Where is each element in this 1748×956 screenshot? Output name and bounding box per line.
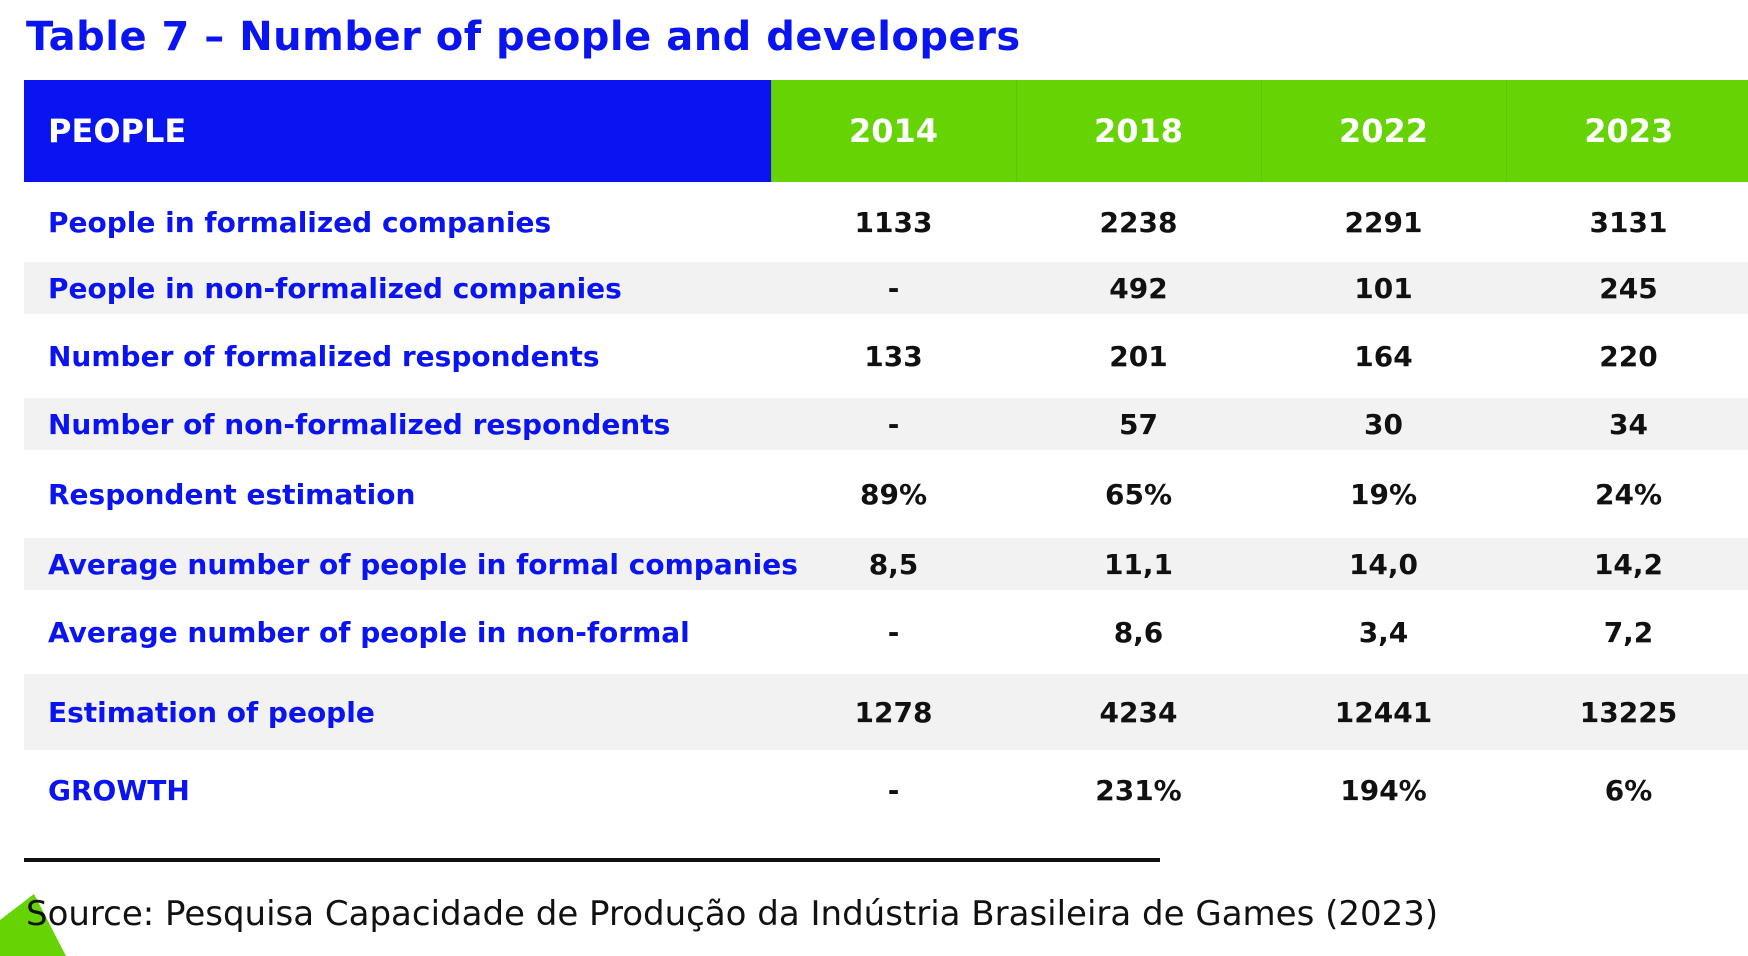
row-label: People in formalized companies [24,182,771,262]
table-row: Number of formalized respondents 133 201… [24,314,1748,398]
cell-value: 12441 [1261,674,1506,750]
cell-value: 4234 [1016,674,1261,750]
cell-value: 30 [1261,398,1506,450]
cell-value: 220 [1506,314,1748,398]
cell-value: 8,6 [1016,590,1261,674]
cell-value: 194% [1261,750,1506,830]
cell-value: 24% [1506,450,1748,538]
cell-value: 13225 [1506,674,1748,750]
cell-value: 65% [1016,450,1261,538]
cell-value: 2238 [1016,182,1261,262]
header-people: PEOPLE [24,80,771,182]
table-row: Respondent estimation 89% 65% 19% 24% [24,450,1748,538]
row-label: People in non-formalized companies [24,262,771,314]
cell-value: 6% [1506,750,1748,830]
table-row: Average number of people in formal compa… [24,538,1748,590]
table-row: Number of non-formalized respondents - 5… [24,398,1748,450]
cell-value: 34 [1506,398,1748,450]
cell-value: - [771,262,1016,314]
cell-value: 3131 [1506,182,1748,262]
green-corner-decoration [0,894,66,956]
cell-value: 133 [771,314,1016,398]
cell-value: - [771,750,1016,830]
cell-value: 14,0 [1261,538,1506,590]
row-label: Number of formalized respondents [24,314,771,398]
table-row: People in formalized companies 1133 2238… [24,182,1748,262]
header-year: 2023 [1505,80,1748,182]
people-table-container: PEOPLE 2014 2018 2022 2023 People in for… [24,80,1748,830]
row-label: Estimation of people [24,674,771,750]
row-label: Number of non-formalized respondents [24,398,771,450]
cell-value: 101 [1261,262,1506,314]
cell-value: 14,2 [1506,538,1748,590]
page-title: Table 7 – Number of people and developer… [26,14,1021,60]
cell-value: 201 [1016,314,1261,398]
cell-value: 11,1 [1016,538,1261,590]
cell-value: 245 [1506,262,1748,314]
source-divider [24,858,1160,862]
source-note: Source: Pesquisa Capacidade de Produção … [26,894,1439,934]
cell-value: 1133 [771,182,1016,262]
cell-value: 19% [1261,450,1506,538]
table-row: People in non-formalized companies - 492… [24,262,1748,314]
header-year: 2022 [1260,80,1506,182]
cell-value: - [771,590,1016,674]
table-row: Average number of people in non-formal -… [24,590,1748,674]
table-header-row: PEOPLE 2014 2018 2022 2023 [24,80,1748,182]
table-row: GROWTH - 231% 194% 6% [24,750,1748,830]
cell-value: 2291 [1261,182,1506,262]
row-label: Respondent estimation [24,450,771,538]
cell-value: - [771,398,1016,450]
header-year: 2018 [1015,80,1261,182]
cell-value: 57 [1016,398,1261,450]
cell-value: 7,2 [1506,590,1748,674]
cell-value: 8,5 [771,538,1016,590]
cell-value: 164 [1261,314,1506,398]
people-table: PEOPLE 2014 2018 2022 2023 People in for… [24,80,1748,830]
table-row: Estimation of people 1278 4234 12441 132… [24,674,1748,750]
cell-value: 3,4 [1261,590,1506,674]
cell-value: 1278 [771,674,1016,750]
cell-value: 231% [1016,750,1261,830]
header-year: 2014 [770,80,1016,182]
row-label: Average number of people in formal compa… [24,538,798,590]
row-label: Average number of people in non-formal [24,590,771,674]
cell-value: 89% [771,450,1016,538]
cell-value: 492 [1016,262,1261,314]
row-label: GROWTH [24,750,771,830]
